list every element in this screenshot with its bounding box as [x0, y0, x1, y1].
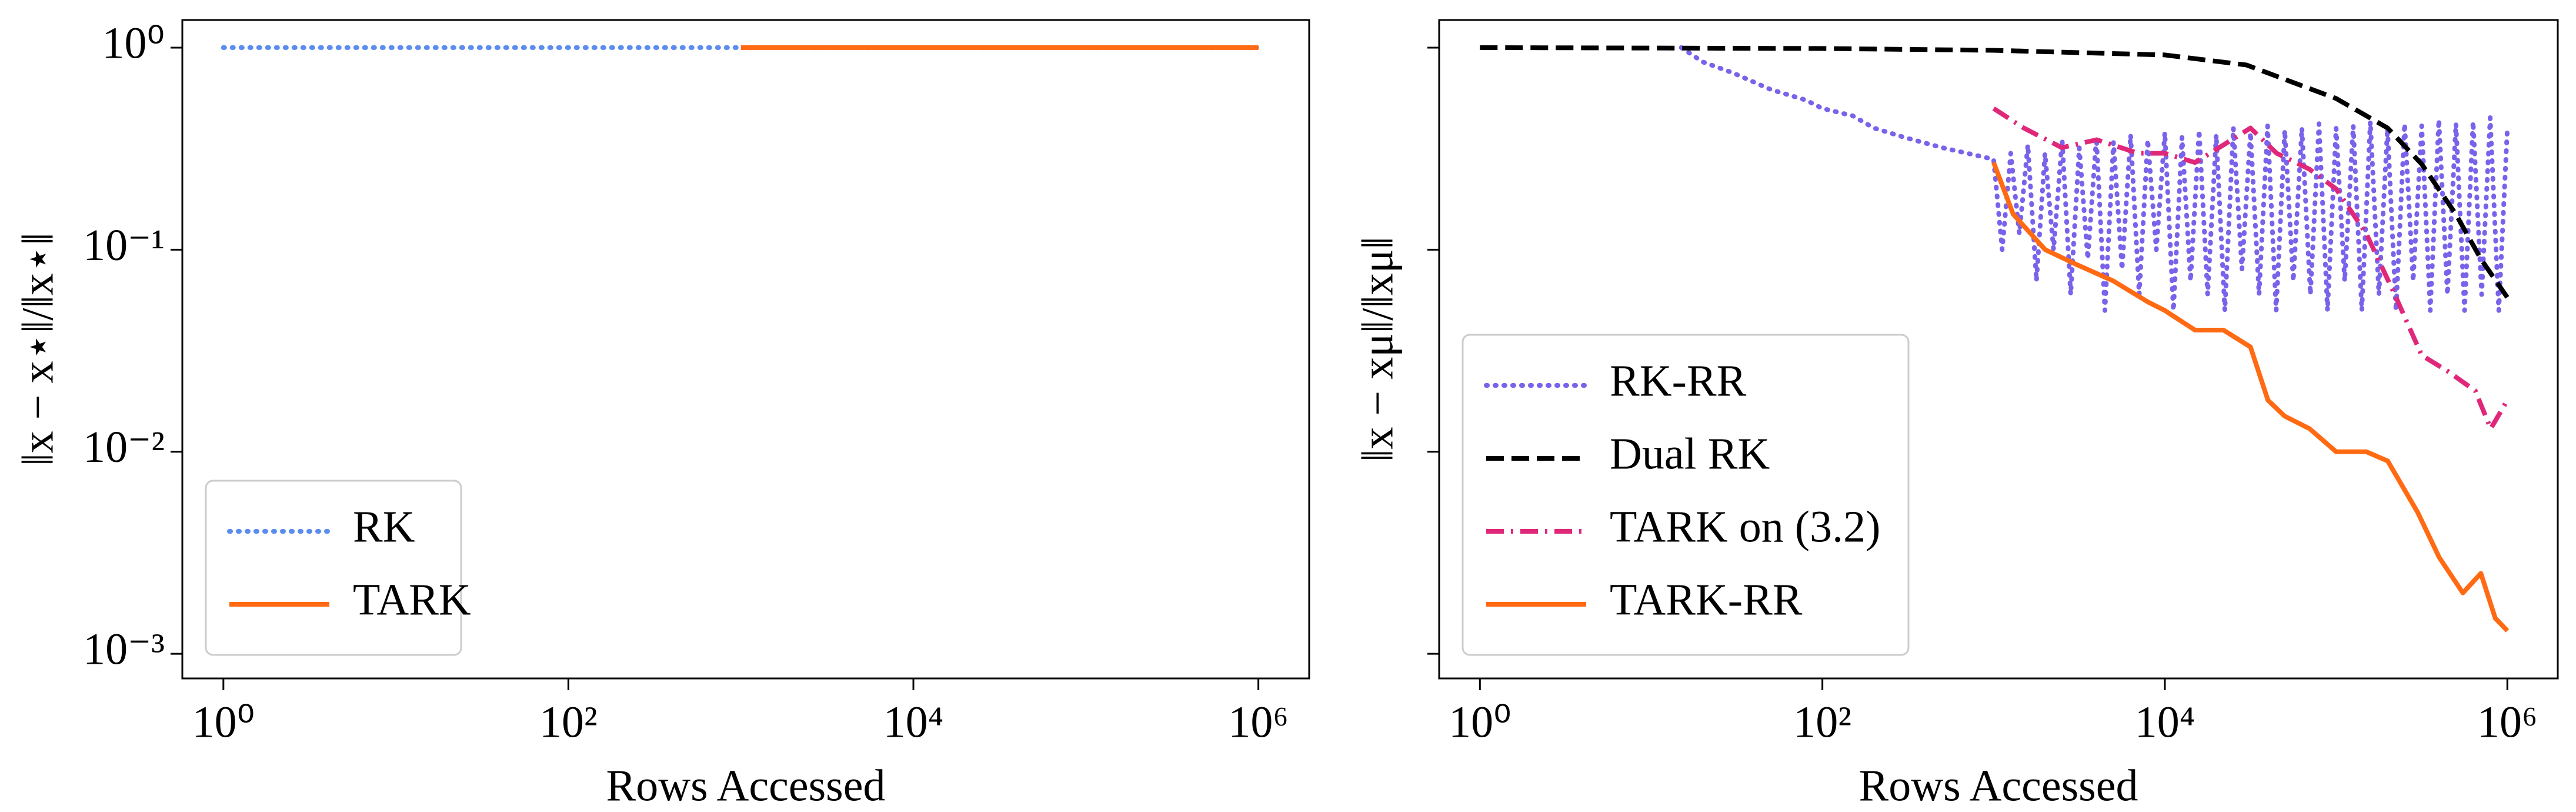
legend-label: TARK on (3.2) [1610, 502, 1880, 551]
x-tick-label: 10⁴ [2135, 697, 2195, 747]
x-tick-label: 10² [1793, 697, 1851, 747]
legend-box [205, 480, 462, 656]
legend: RK-RR Dual RK TARK on (3.2) TARK-RR [1461, 334, 1910, 656]
legend-label: TARK-RR [1610, 575, 1803, 624]
y-tick-label: 10⁻³ [83, 625, 165, 674]
x-tick-label: 10⁶ [1228, 697, 1289, 747]
y-tick-label: 10⁰ [102, 18, 165, 68]
legend-label: TARK [353, 575, 471, 624]
y-tick-label: 10⁻¹ [83, 221, 165, 270]
y-tick-label: 10⁻² [83, 422, 165, 472]
legend-label: Dual RK [1610, 429, 1770, 478]
y-axis-label: ‖x − xμ‖/‖xμ‖ [1353, 237, 1402, 462]
series-line [1480, 45, 2510, 299]
series-line [1679, 45, 2510, 313]
x-tick-label: 10⁴ [883, 697, 944, 747]
x-tick-label: 10² [539, 697, 598, 747]
plot-frame [181, 19, 1310, 680]
x-axis-label: Rows Accessed [606, 761, 886, 810]
plot-frame [1438, 19, 2559, 680]
legend-box [1461, 334, 1910, 656]
series-line [1991, 161, 2510, 633]
legend-label: RK [353, 502, 415, 551]
series-line [1992, 106, 2510, 431]
legend-label: RK-RR [1610, 356, 1747, 405]
x-tick-label: 10⁶ [2477, 697, 2538, 747]
x-axis-label: Rows Accessed [1859, 761, 2138, 810]
x-tick-label: 10⁰ [192, 697, 255, 747]
x-tick-label: 10⁰ [1449, 697, 1511, 747]
y-axis-label: ‖x − x⋆‖/‖x⋆‖ [13, 232, 62, 465]
legend: RK TARK [205, 480, 471, 656]
